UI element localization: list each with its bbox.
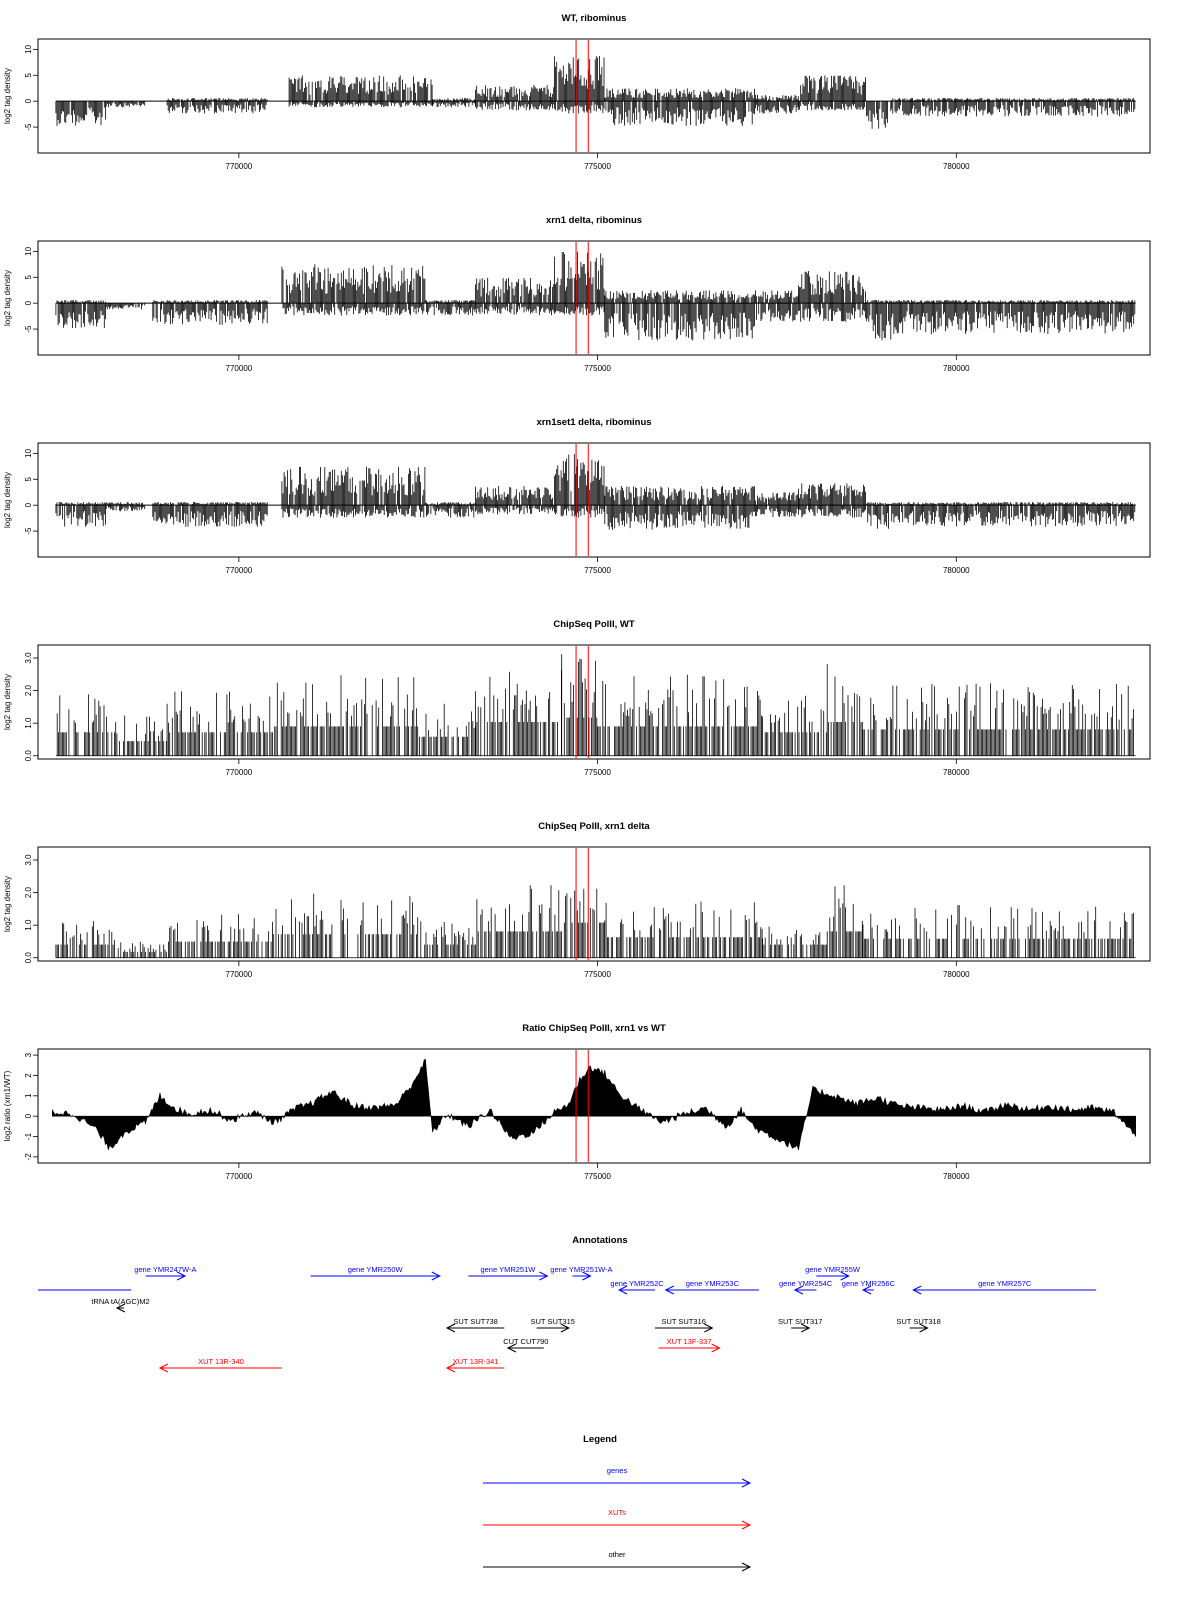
panel-title: WT, ribominus [562,13,627,24]
y-tick-label: 0 [24,98,33,103]
signal-bars [55,453,1136,530]
signal-bars [55,56,1136,129]
y-axis-label: log2 tag density [3,68,12,124]
y-tick-label: 5 [24,72,33,77]
y-tick-label: -5 [24,123,33,131]
panel-frame [37,240,1151,356]
panel-title: xrn1 delta, ribominus [546,215,642,226]
x-tick-label: 780000 [943,162,970,171]
x-tick-label: 770000 [226,364,253,373]
x-tick-label: 770000 [226,162,253,171]
panel-title: xrn1set1 delta, ribominus [536,417,651,428]
x-tick-label: 775000 [584,364,611,373]
track-panels: WT, ribominus -5 0 5 10 log2 tag density 77000… [3,13,1151,1181]
x-tick-label: 780000 [943,364,970,373]
y-tick-label: 10 [24,44,33,53]
y-tick-label: 5 [24,274,33,279]
signal-bars [55,251,1136,341]
y-tick-label: -5 [24,325,33,333]
y-tick-label: 0 [24,300,33,305]
x-tick-label: 775000 [584,162,611,171]
track-panel: xrn1 delta, ribominus -5 0 5 10 log2 tag dens… [3,215,1151,373]
track-panel: WT, ribominus -5 0 5 10 log2 tag density 77000… [3,13,1151,171]
y-tick-label: 10 [24,246,33,255]
y-axis-label: log2 tag density [3,270,12,326]
